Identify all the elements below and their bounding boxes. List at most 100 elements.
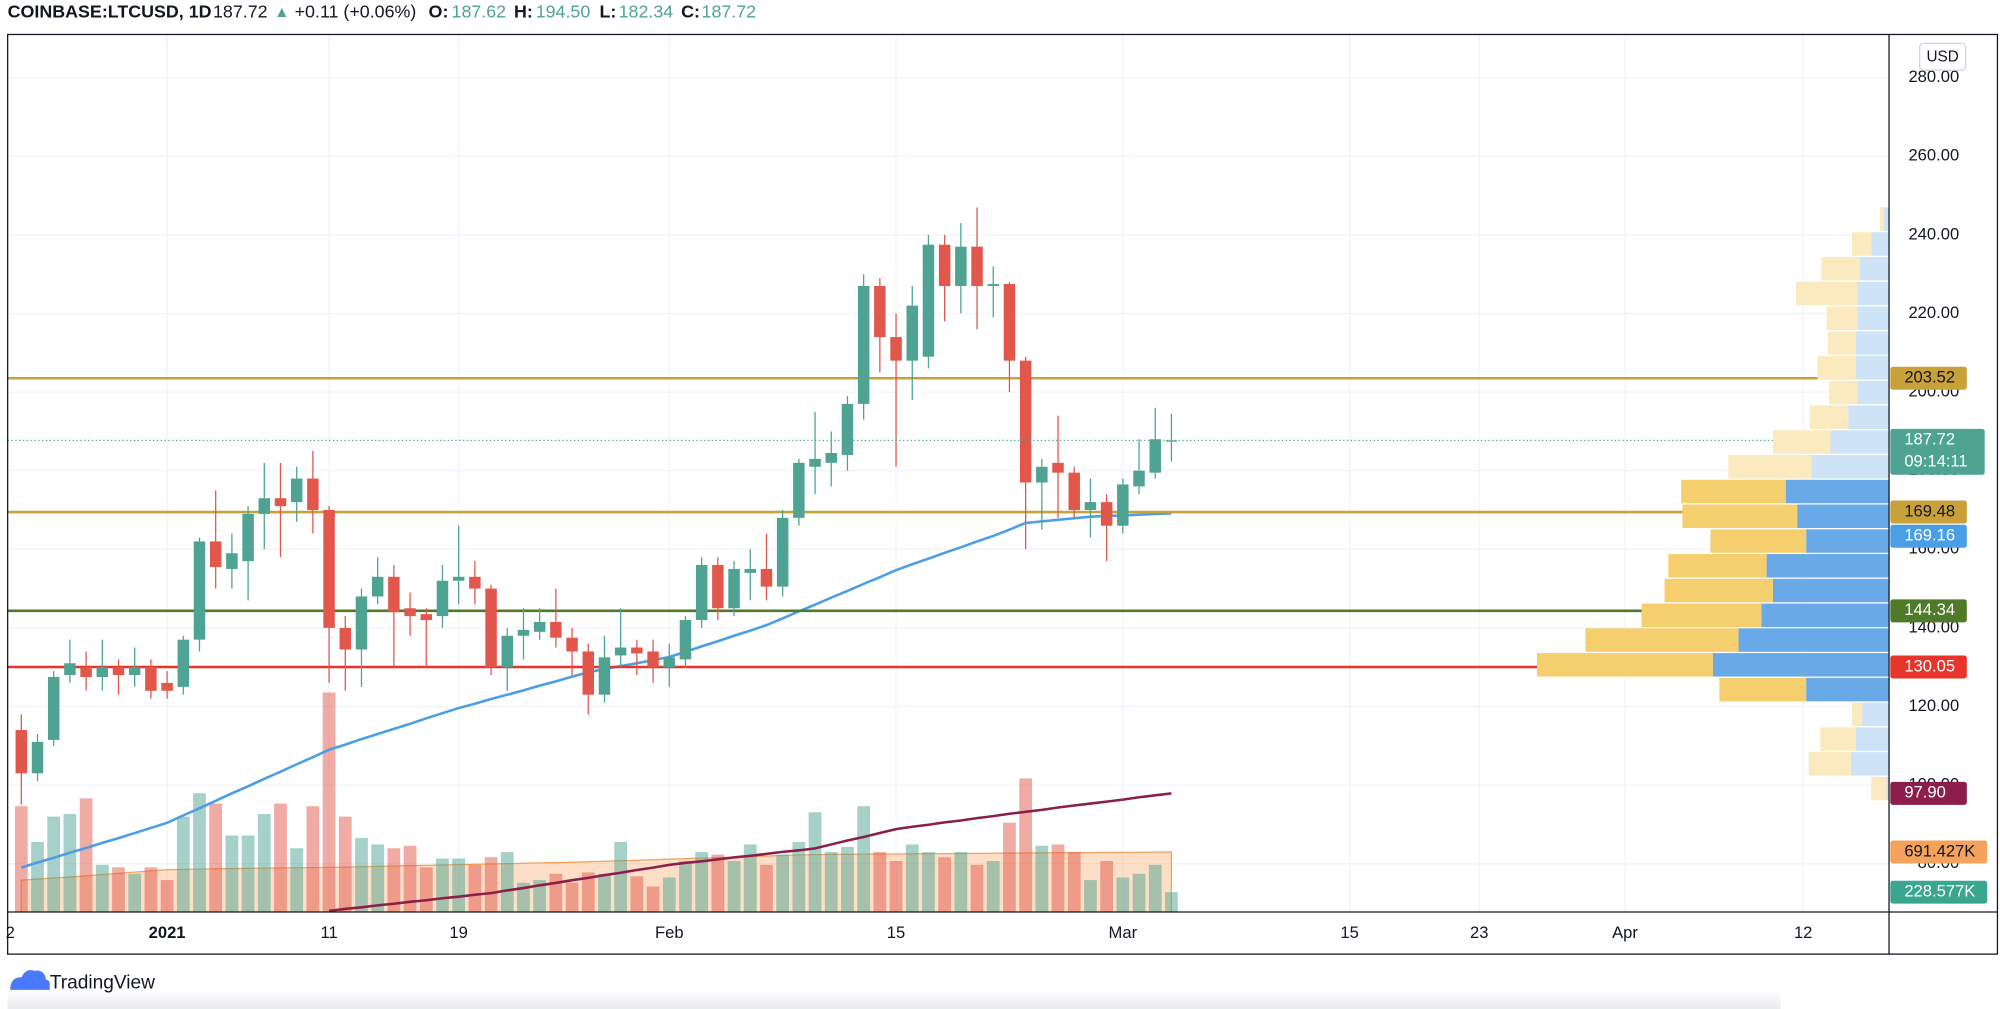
currency[interactable]: USD (1926, 48, 1958, 65)
volume-bar (257, 813, 271, 913)
axis-badge-label: 691.427K (1904, 841, 1975, 860)
profile-up (1826, 306, 1858, 330)
footer-shadow (7, 989, 1781, 1009)
profile-down (1857, 380, 1890, 405)
profile-down (1855, 331, 1890, 355)
axis-badge (1890, 524, 1967, 548)
axis-badge-label: 169.16 (1904, 526, 1955, 545)
axis-badge-label: 187.72 (1904, 430, 1955, 449)
volume-bar (1003, 822, 1016, 913)
profile-up (1668, 554, 1767, 578)
profile-down (1761, 603, 1890, 628)
profile-up (1641, 603, 1762, 628)
volume-bar (986, 861, 1000, 913)
axis-badge (1890, 880, 1988, 904)
volume-bar (889, 861, 903, 913)
volume-bar (824, 852, 838, 913)
axis-badge (1890, 366, 1967, 390)
candle-body (1100, 502, 1113, 526)
volume-bar (727, 861, 741, 913)
low-value: 182.34 (619, 2, 674, 22)
candle-body (307, 478, 319, 510)
candle-body (209, 541, 222, 567)
volume-bar (760, 864, 773, 913)
candle-body (841, 403, 854, 455)
candle-body (80, 667, 92, 678)
volume-bar (225, 835, 239, 913)
profile-up (1821, 256, 1860, 281)
currency-box[interactable] (1919, 42, 1967, 71)
candle-body (452, 576, 465, 581)
candle-body (955, 246, 967, 286)
candle-body (776, 517, 789, 587)
open-label: O: (429, 2, 449, 22)
x-tick-label: 11 (320, 923, 337, 942)
candle-body (825, 453, 837, 463)
volume-bar (452, 858, 466, 913)
x-tick-label: 23 (1470, 923, 1488, 942)
profile-down (1766, 554, 1890, 578)
x-tick-label: Apr (1612, 923, 1638, 942)
profile-up (1772, 430, 1831, 454)
candle-body (631, 647, 643, 654)
volume-bar (662, 877, 676, 913)
logo-icon[interactable] (10, 970, 50, 990)
candle-body (533, 621, 546, 632)
axis-badge (1890, 500, 1967, 524)
x-tick-label: 2 (6, 923, 15, 942)
candle-body (1084, 502, 1097, 510)
profile-up (1829, 380, 1858, 405)
candle-body (15, 730, 28, 774)
profile-down (1859, 256, 1890, 281)
candle-body (857, 285, 870, 404)
volume-bar (128, 873, 142, 913)
profile-down (1785, 479, 1890, 504)
symbol[interactable]: COINBASE:LTCUSD, 1D (8, 2, 212, 22)
volume-bar (905, 844, 919, 913)
volume-bar (630, 876, 644, 913)
axis-badge-label: 97.90 (1904, 783, 1946, 802)
candle-body (242, 513, 254, 562)
volume-bar (144, 867, 158, 913)
profile-down (1806, 677, 1890, 702)
profile-down (1857, 281, 1890, 306)
volume-bar (290, 848, 304, 913)
profile-up (1871, 776, 1887, 801)
candle-body (987, 284, 999, 286)
volume-bar (322, 692, 336, 913)
profile-down (1862, 702, 1890, 727)
volume-bar (274, 803, 287, 913)
volume-bar (241, 835, 255, 913)
candle-body (1003, 284, 1016, 361)
candle-body (501, 635, 514, 668)
candle-body (388, 576, 400, 613)
profile-up (1682, 504, 1798, 529)
candle-body (469, 576, 481, 589)
profile-up (1585, 628, 1739, 652)
candle-body (679, 620, 692, 660)
plot-area (7, 34, 1890, 913)
footer-logo[interactable]: TradingView (10, 970, 155, 994)
volume-bar (954, 852, 968, 913)
volume-bar (193, 793, 206, 913)
brand[interactable]: TradingView (50, 973, 155, 994)
candle-body (760, 568, 773, 587)
y-tick-label: 280.00 (1908, 67, 1959, 86)
candle-body (793, 462, 805, 518)
last-price: 187.72 (213, 2, 268, 22)
profile-down (1811, 455, 1890, 479)
candle-body (404, 608, 416, 617)
candle-body (695, 565, 708, 621)
open-value: 187.62 (452, 2, 507, 22)
volume-bar (873, 852, 887, 913)
volume-bar (209, 803, 223, 913)
volume-bar (436, 858, 449, 913)
candle-body (290, 478, 303, 503)
candle-body (112, 667, 125, 676)
candle-body (1019, 360, 1032, 483)
volume-bar (79, 798, 93, 913)
candle-body (274, 498, 287, 507)
currency-button[interactable]: USD (1919, 42, 1967, 71)
volume-bar (922, 852, 935, 913)
candle-body (1036, 466, 1048, 483)
